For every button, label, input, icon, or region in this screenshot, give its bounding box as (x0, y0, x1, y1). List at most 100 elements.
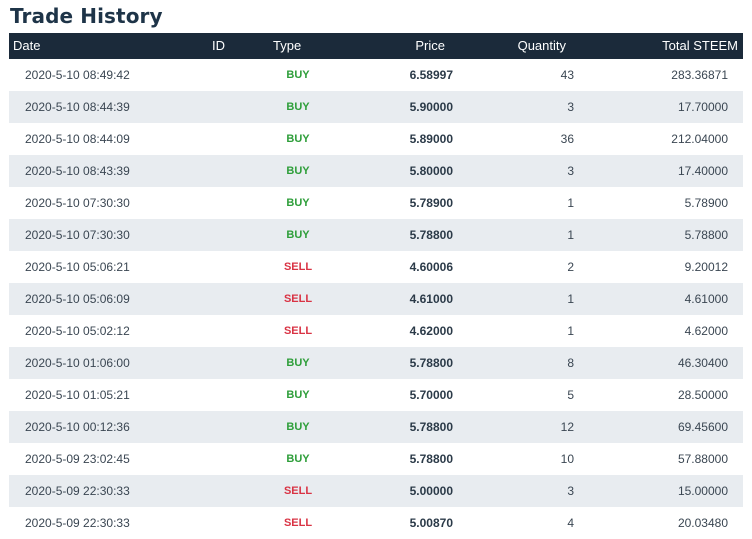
cell-quantity: 3 (567, 100, 574, 114)
table-row[interactable]: 2020-5-10 00:12:36 BUY 5.78800 12 69.45600 (9, 411, 743, 443)
cell-type: BUY (286, 421, 310, 433)
cell-total: 57.88000 (677, 452, 728, 466)
cell-quantity: 36 (560, 132, 574, 146)
page-title: Trade History (10, 4, 163, 28)
cell-quantity: 12 (560, 420, 574, 434)
cell-date: 2020-5-10 08:43:39 (25, 164, 130, 178)
cell-date: 2020-5-10 07:30:30 (25, 228, 130, 242)
cell-price: 4.62000 (409, 324, 453, 338)
cell-total: 20.03480 (677, 516, 728, 530)
column-header-quantity[interactable]: Quantity (517, 38, 566, 53)
cell-price: 5.80000 (409, 164, 453, 178)
cell-date: 2020-5-09 22:30:33 (25, 484, 130, 498)
column-header-total[interactable]: Total STEEM (662, 38, 738, 53)
cell-date: 2020-5-10 08:44:39 (25, 100, 130, 114)
cell-type: BUY (286, 165, 310, 177)
table-row[interactable]: 2020-5-10 08:43:39 BUY 5.80000 3 17.40000 (9, 155, 743, 187)
cell-total: 9.20012 (684, 260, 728, 274)
cell-type: BUY (286, 229, 310, 241)
table-row[interactable]: 2020-5-10 05:02:12 SELL 4.62000 1 4.62000 (9, 315, 743, 347)
cell-date: 2020-5-10 01:05:21 (25, 388, 130, 402)
cell-quantity: 3 (567, 164, 574, 178)
table-row[interactable]: 2020-5-10 01:06:00 BUY 5.78800 8 46.30400 (9, 347, 743, 379)
column-header-date[interactable]: Date (13, 38, 41, 53)
trade-history-table: Date ID Type Price Quantity Total STEEM … (9, 33, 743, 539)
cell-total: 212.04000 (671, 132, 728, 146)
cell-quantity: 2 (567, 260, 574, 274)
cell-quantity: 10 (560, 452, 574, 466)
cell-total: 17.40000 (677, 164, 728, 178)
cell-total: 4.62000 (684, 324, 728, 338)
cell-price: 4.61000 (409, 292, 453, 306)
cell-price: 5.78800 (409, 356, 453, 370)
cell-date: 2020-5-09 23:02:45 (25, 452, 130, 466)
table-row[interactable]: 2020-5-10 07:30:30 BUY 5.78800 1 5.78800 (9, 219, 743, 251)
cell-date: 2020-5-10 00:12:36 (25, 420, 130, 434)
cell-total: 5.78900 (684, 196, 728, 210)
column-header-id[interactable]: ID (212, 38, 225, 53)
cell-type: BUY (286, 357, 310, 369)
cell-price: 5.70000 (409, 388, 453, 402)
table-row[interactable]: 2020-5-09 23:02:45 BUY 5.78800 10 57.88000 (9, 443, 743, 475)
table-header: Date ID Type Price Quantity Total STEEM (9, 33, 743, 59)
cell-price: 5.78800 (409, 452, 453, 466)
cell-type: BUY (286, 197, 310, 209)
cell-date: 2020-5-10 08:49:42 (25, 68, 130, 82)
cell-price: 5.78800 (409, 228, 453, 242)
cell-price: 6.58997 (409, 68, 453, 82)
cell-price: 4.60006 (409, 260, 453, 274)
cell-date: 2020-5-09 22:30:33 (25, 516, 130, 530)
cell-type: BUY (286, 133, 310, 145)
cell-type: SELL (283, 485, 313, 497)
cell-quantity: 1 (567, 196, 574, 210)
cell-type: SELL (283, 325, 313, 337)
cell-price: 5.90000 (409, 100, 453, 114)
table-row[interactable]: 2020-5-10 08:44:09 BUY 5.89000 36 212.04000 (9, 123, 743, 155)
cell-quantity: 43 (560, 68, 574, 82)
cell-quantity: 3 (567, 484, 574, 498)
table-row[interactable]: 2020-5-10 08:44:39 BUY 5.90000 3 17.70000 (9, 91, 743, 123)
cell-price: 5.78800 (409, 420, 453, 434)
table-body: 2020-5-10 08:49:42 BUY 6.58997 43 283.36871 2… (9, 59, 743, 539)
cell-type: BUY (286, 389, 310, 401)
cell-type: SELL (283, 261, 313, 273)
cell-date: 2020-5-10 05:06:21 (25, 260, 130, 274)
cell-quantity: 1 (567, 292, 574, 306)
cell-price: 5.78900 (409, 196, 453, 210)
cell-price: 5.00870 (409, 516, 453, 530)
table-row[interactable]: 2020-5-09 22:30:33 SELL 5.00000 3 15.00000 (9, 475, 743, 507)
cell-total: 5.78800 (684, 228, 728, 242)
table-row[interactable]: 2020-5-10 05:06:21 SELL 4.60006 2 9.20012 (9, 251, 743, 283)
table-row[interactable]: 2020-5-10 01:05:21 BUY 5.70000 5 28.50000 (9, 379, 743, 411)
cell-type: BUY (286, 69, 310, 81)
cell-type: SELL (283, 293, 313, 305)
table-row[interactable]: 2020-5-10 07:30:30 BUY 5.78900 1 5.78900 (9, 187, 743, 219)
table-row[interactable]: 2020-5-09 22:30:33 SELL 5.00870 4 20.03480 (9, 507, 743, 539)
cell-date: 2020-5-10 08:44:09 (25, 132, 130, 146)
cell-quantity: 1 (567, 324, 574, 338)
cell-total: 46.30400 (677, 356, 728, 370)
cell-type: BUY (286, 453, 310, 465)
cell-total: 28.50000 (677, 388, 728, 402)
column-header-type[interactable]: Type (273, 38, 302, 53)
cell-quantity: 4 (567, 516, 574, 530)
cell-date: 2020-5-10 01:06:00 (25, 356, 130, 370)
cell-type: BUY (286, 101, 310, 113)
cell-total: 4.61000 (684, 292, 728, 306)
cell-total: 283.36871 (671, 68, 728, 82)
cell-quantity: 5 (567, 388, 574, 402)
cell-date: 2020-5-10 07:30:30 (25, 196, 130, 210)
cell-price: 5.00000 (409, 484, 453, 498)
cell-type: SELL (283, 517, 313, 529)
cell-total: 15.00000 (677, 484, 728, 498)
cell-total: 69.45600 (677, 420, 728, 434)
table-row[interactable]: 2020-5-10 08:49:42 BUY 6.58997 43 283.36871 (9, 59, 743, 91)
cell-total: 17.70000 (677, 100, 728, 114)
cell-quantity: 1 (567, 228, 574, 242)
cell-quantity: 8 (567, 356, 574, 370)
cell-date: 2020-5-10 05:06:09 (25, 292, 130, 306)
table-row[interactable]: 2020-5-10 05:06:09 SELL 4.61000 1 4.61000 (9, 283, 743, 315)
cell-date: 2020-5-10 05:02:12 (25, 324, 130, 338)
cell-price: 5.89000 (409, 132, 453, 146)
column-header-price[interactable]: Price (415, 38, 445, 53)
